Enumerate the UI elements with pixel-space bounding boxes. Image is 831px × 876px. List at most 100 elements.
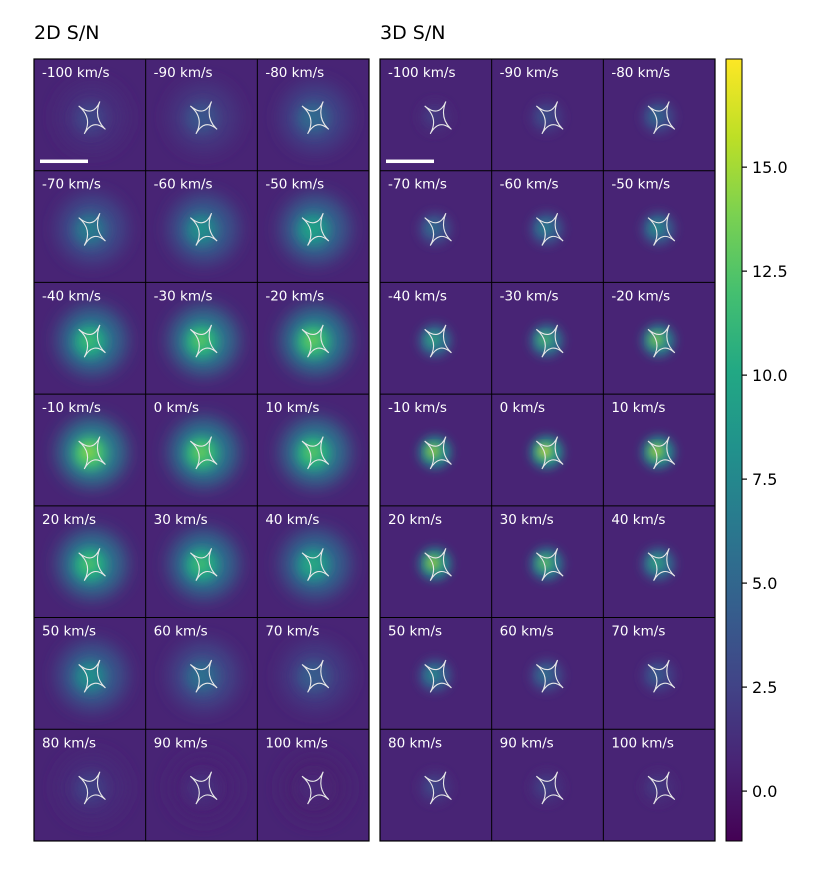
cell: -20 km/s [257,282,370,395]
emission-peak [427,780,440,793]
velocity-label: 10 km/s [611,400,665,416]
colorbar-ticks: 0.0 2.5 5.0 7.5 10.0 12.5 15.0 [742,158,788,801]
cell: -90 km/s [491,59,604,171]
cell: 80 km/s [380,729,492,841]
velocity-label: -20 km/s [611,288,670,304]
cell: -70 km/s [34,170,146,283]
emission-peak [538,668,551,681]
cell: 60 km/s [145,617,258,730]
velocity-label: 90 km/s [154,735,208,751]
emission-peak [427,221,440,234]
emission-peak [427,333,440,346]
velocity-label: -40 km/s [388,288,447,304]
cell: 0 km/s [145,394,258,506]
panel-3d: -100 km/s -90 km/s -80 km/s -70 km/s -60 km/… [379,58,716,842]
velocity-label: 100 km/s [265,735,328,751]
cell: -10 km/s [380,394,492,506]
cell: -70 km/s [380,170,492,283]
velocity-label: 20 km/s [42,512,96,528]
velocity-label: 40 km/s [265,512,319,528]
emission-peak [650,780,663,793]
panel-frame [379,58,716,842]
emission-peak [427,110,440,123]
grid-lines [380,59,716,841]
emission-peak [538,221,551,234]
emission-peak [650,668,663,681]
velocity-label: 70 km/s [611,624,665,640]
cell: 50 km/s [380,617,492,730]
cell: 20 km/s [380,505,492,618]
cell: -30 km/s [491,282,604,395]
velocity-label: -60 km/s [500,177,559,193]
velocity-label: -80 km/s [611,65,670,81]
velocity-label: -40 km/s [42,288,101,304]
colorbar-gradient [725,58,743,842]
panel-title-3d: 3D S/N [380,22,445,44]
cell: 70 km/s [603,617,716,730]
velocity-label: -100 km/s [42,65,109,81]
cell: -90 km/s [145,59,258,171]
velocity-label: 100 km/s [611,735,674,751]
panel-2d: -100 km/s -90 km/s -80 km/s -70 km/s -60 km/… [33,58,370,842]
cell: -100 km/s [380,59,492,171]
cell: 20 km/s [34,505,146,618]
velocity-label: 70 km/s [265,624,319,640]
emission-peak [650,445,663,458]
velocity-label: 0 km/s [154,400,199,416]
velocity-label: -100 km/s [388,65,455,81]
velocity-label: -20 km/s [265,288,324,304]
emission-peak [650,221,663,234]
cell: 70 km/s [257,617,370,730]
cell: -40 km/s [34,282,146,395]
emission-peak [538,445,551,458]
grid-lines [34,59,370,841]
velocity-label: -50 km/s [611,177,670,193]
velocity-label: -10 km/s [42,400,101,416]
velocity-label: -80 km/s [265,65,324,81]
velocity-label: 30 km/s [154,512,208,528]
cell: -40 km/s [380,282,492,395]
velocity-label: -50 km/s [265,177,324,193]
velocity-label: 50 km/s [388,624,442,640]
cell: 80 km/s [34,729,146,841]
colorbar-tick-label: 7.5 [752,470,777,489]
emission-peak [538,556,551,569]
cell: -10 km/s [34,394,146,506]
cell: 0 km/s [491,394,604,506]
cell: 90 km/s [491,729,604,841]
colorbar: 0.0 2.5 5.0 7.5 10.0 12.5 15.0 [725,58,788,842]
velocity-label: -30 km/s [500,288,559,304]
cell: -50 km/s [603,170,716,283]
velocity-label: 50 km/s [42,624,96,640]
emission-peak [427,668,440,681]
velocity-label: 80 km/s [388,735,442,751]
velocity-label: 40 km/s [611,512,665,528]
velocity-label: 20 km/s [388,512,442,528]
cell: -30 km/s [145,282,258,395]
velocity-label: 60 km/s [154,624,208,640]
cell: -60 km/s [145,170,258,283]
velocity-label: 90 km/s [500,735,554,751]
velocity-label: -70 km/s [42,177,101,193]
cell: -60 km/s [491,170,604,283]
velocity-label: -70 km/s [388,177,447,193]
emission-peak [650,556,663,569]
colorbar-tick-label: 5.0 [752,574,777,593]
cell: 60 km/s [491,617,604,730]
cell: 30 km/s [145,505,258,618]
cell: 100 km/s [603,729,716,841]
velocity-label: -60 km/s [154,177,213,193]
panel-frame [33,58,370,842]
cell: -80 km/s [603,59,716,171]
velocity-label: -30 km/s [154,288,213,304]
velocity-label: 80 km/s [42,735,96,751]
colorbar-tick-label: 12.5 [752,262,788,281]
cell: 50 km/s [34,617,146,730]
scale-bar [40,159,88,164]
cell: 10 km/s [603,394,716,506]
emission-peak [427,556,440,569]
colorbar-tick-label: 0.0 [752,782,777,801]
cell: -100 km/s [34,59,146,171]
emission-peak [650,110,663,123]
